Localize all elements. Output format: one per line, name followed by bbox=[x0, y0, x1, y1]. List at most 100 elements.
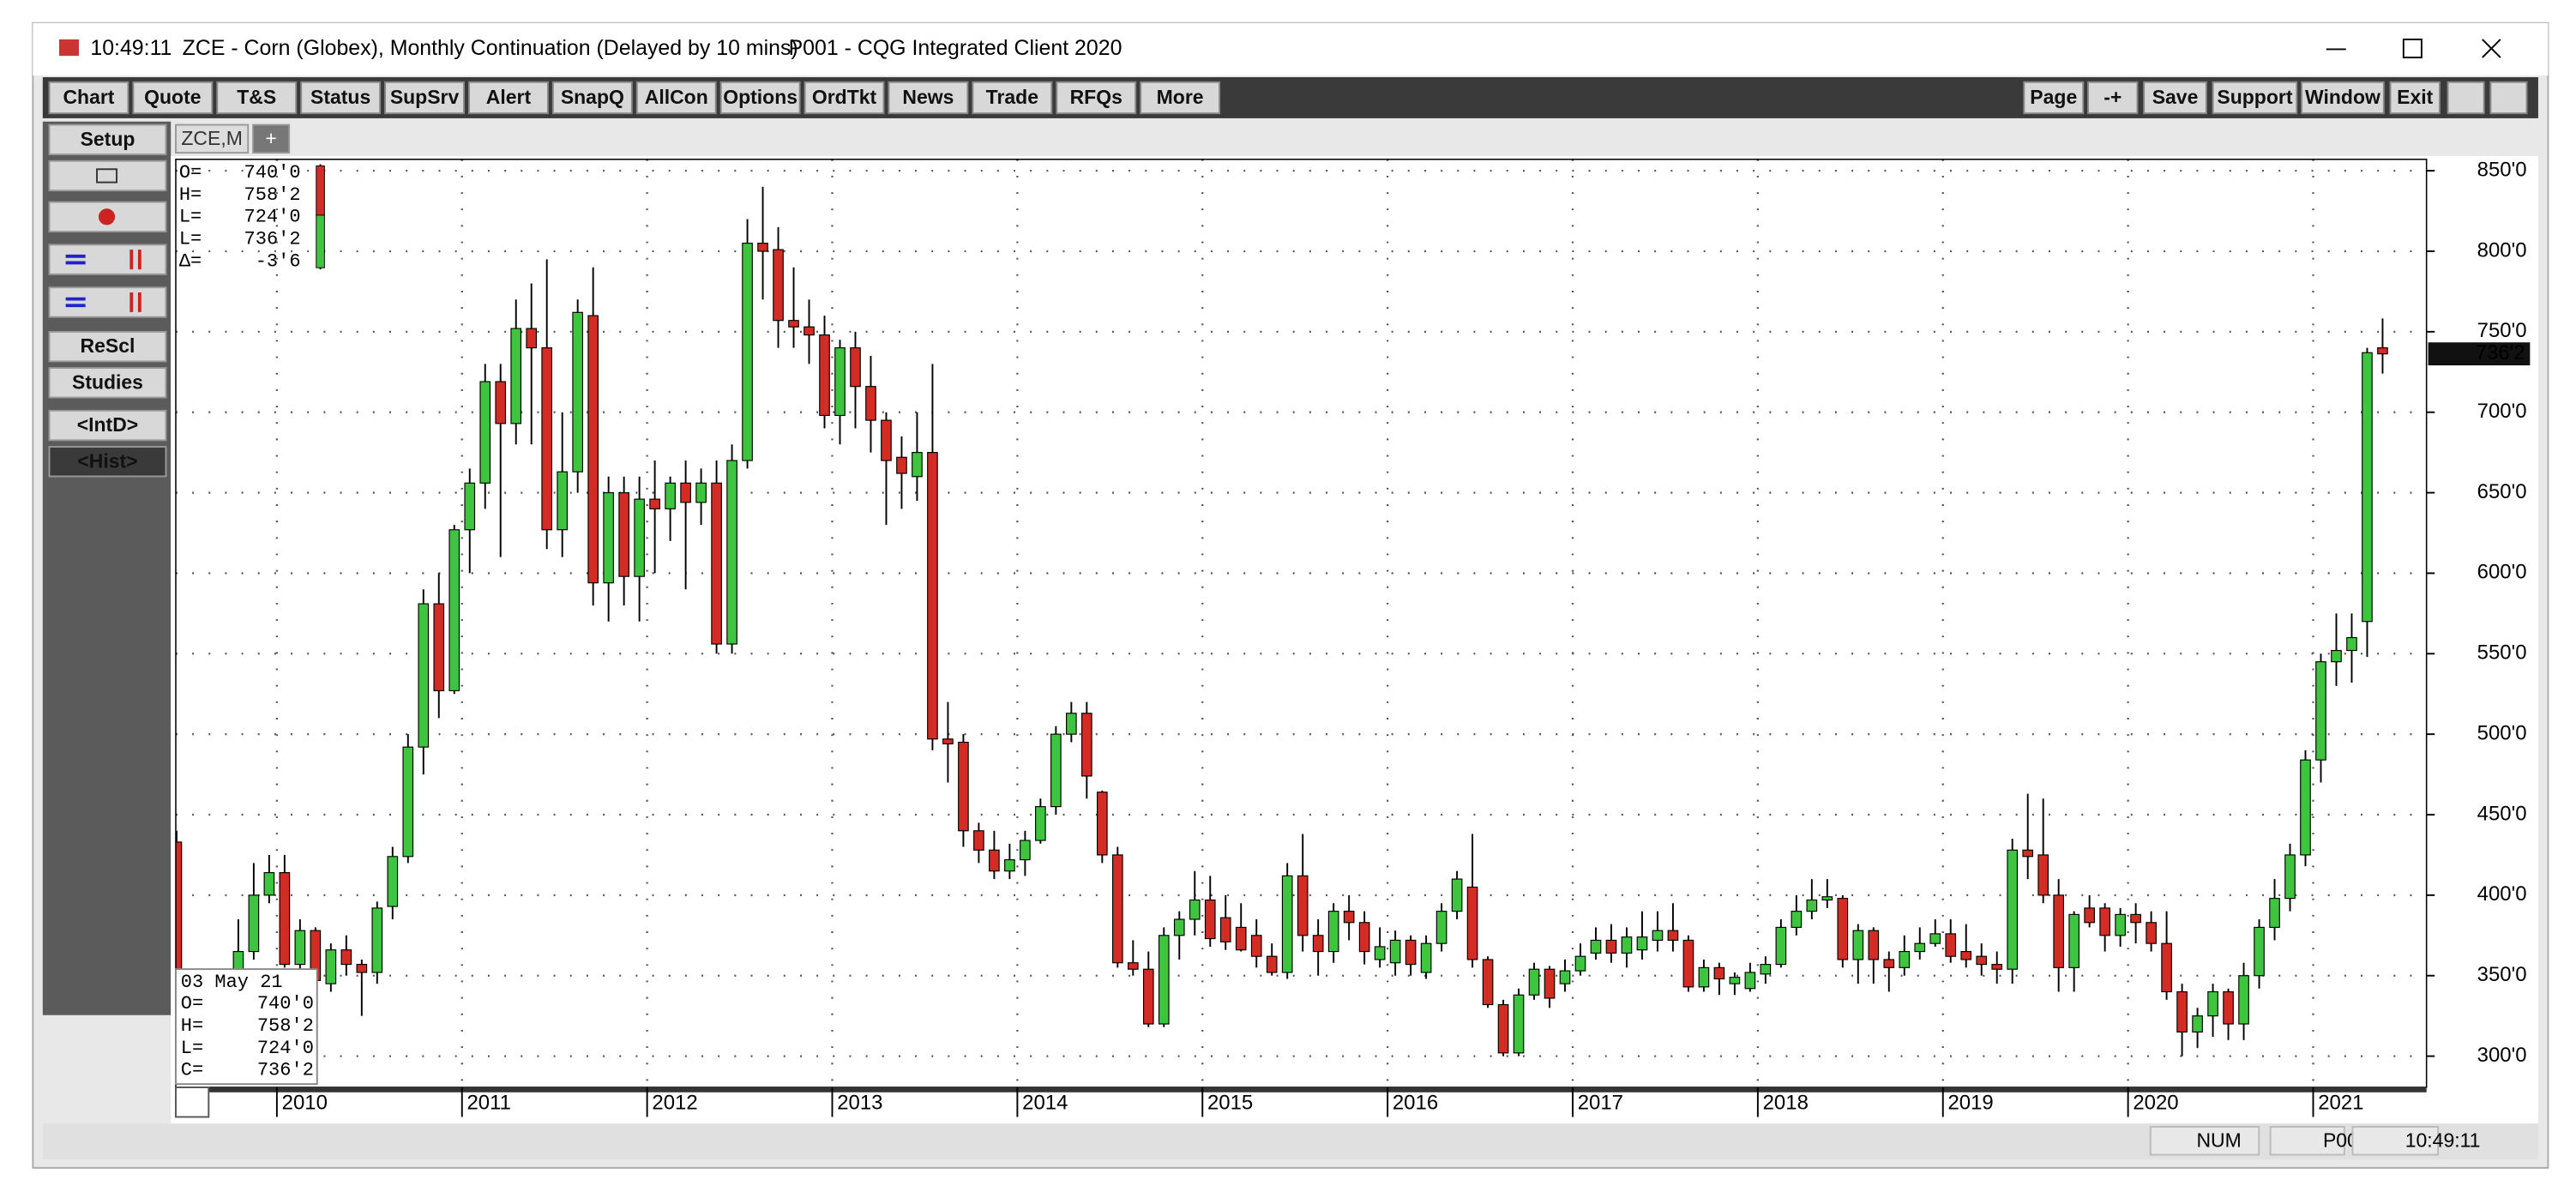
status-cell bbox=[2269, 1126, 2345, 1156]
y-tick-label: 650'0 bbox=[2477, 480, 2527, 503]
candle-body bbox=[634, 498, 645, 577]
candle-body bbox=[1960, 950, 1972, 960]
candle-body bbox=[850, 347, 861, 388]
status-cell bbox=[2149, 1126, 2260, 1156]
toolbar-button[interactable] bbox=[719, 81, 801, 115]
sidebar-button[interactable] bbox=[48, 409, 167, 442]
candle-body bbox=[665, 482, 676, 509]
toolbar-button[interactable] bbox=[468, 81, 549, 115]
y-tick-label: 600'0 bbox=[2477, 561, 2527, 584]
sidebar-button-label: <IntD> bbox=[77, 413, 138, 436]
toolbar-button-label: Support bbox=[2217, 86, 2292, 108]
y-tick-label: 400'0 bbox=[2477, 882, 2527, 906]
toolbar-button-label: Options bbox=[723, 86, 797, 108]
maximize[interactable] bbox=[2402, 39, 2423, 58]
candle-body bbox=[1466, 886, 1478, 960]
candle-body bbox=[958, 741, 969, 832]
sidebar-button[interactable] bbox=[48, 123, 167, 156]
candle-body bbox=[1158, 935, 1170, 1025]
candle-body bbox=[1235, 926, 1247, 951]
toolbar-button[interactable] bbox=[216, 81, 298, 115]
candle-body bbox=[680, 482, 691, 503]
toolbar-button[interactable] bbox=[2023, 81, 2085, 115]
title-session: P001 - CQG Integrated Client 2020 bbox=[789, 36, 1122, 60]
candle-body bbox=[649, 498, 660, 509]
toolbar-button[interactable] bbox=[1056, 81, 1137, 115]
toolbar-button[interactable] bbox=[48, 81, 129, 115]
candle-body bbox=[572, 311, 583, 473]
candle-body bbox=[587, 315, 599, 584]
candle-body bbox=[773, 249, 784, 322]
toolbar-button-label: Quote bbox=[144, 86, 201, 108]
toolbar-button[interactable] bbox=[300, 81, 382, 115]
toolbar-button[interactable] bbox=[2301, 81, 2385, 115]
candle-body bbox=[819, 334, 830, 417]
toolbar-button[interactable] bbox=[2087, 81, 2139, 115]
x-tick-label: 2011 bbox=[467, 1091, 511, 1114]
toolbar-button[interactable] bbox=[972, 81, 1053, 115]
sidebar-button[interactable] bbox=[48, 160, 167, 192]
info-value: 736'2 bbox=[244, 229, 301, 250]
arrow-icon bbox=[129, 250, 141, 270]
candle-body bbox=[541, 347, 553, 531]
sidebar-button-label: <Hist> bbox=[77, 449, 137, 472]
toolbar-button[interactable] bbox=[2143, 81, 2207, 115]
info-key: O= bbox=[179, 162, 202, 184]
toolbar-button-label: AllCon bbox=[645, 86, 708, 108]
x-axis-strip bbox=[175, 1087, 2427, 1093]
toolbar-icon[interactable] bbox=[2489, 81, 2528, 115]
x-tick-label: 2012 bbox=[652, 1091, 697, 1114]
candle-body bbox=[1729, 977, 1741, 984]
currency-icon bbox=[98, 208, 116, 226]
candle-body bbox=[788, 320, 799, 328]
candle-body bbox=[1096, 792, 1108, 856]
candle-body bbox=[1667, 930, 1679, 942]
candle-body bbox=[1868, 930, 1880, 960]
info-key: Δ= bbox=[179, 250, 202, 272]
candle-body bbox=[2346, 636, 2357, 652]
info-value: 740'0 bbox=[244, 162, 301, 184]
info-value: 724'0 bbox=[244, 207, 301, 228]
y-tick-label: 800'0 bbox=[2477, 238, 2527, 262]
toolbar-button[interactable] bbox=[384, 81, 465, 115]
sidebar-button-label: ReScl bbox=[81, 334, 135, 357]
cursor-value: 724'0 bbox=[257, 1038, 314, 1059]
chart-tab[interactable] bbox=[252, 123, 291, 154]
x-tick-label: 2020 bbox=[2133, 1091, 2178, 1114]
y-tick-label: 500'0 bbox=[2477, 721, 2527, 744]
toolbar-button[interactable] bbox=[635, 81, 717, 115]
toolbar-button[interactable] bbox=[2389, 81, 2441, 115]
close[interactable] bbox=[2482, 39, 2501, 58]
toolbar-icon[interactable] bbox=[2447, 81, 2485, 115]
candle-body bbox=[1050, 733, 1062, 808]
toolbar-button[interactable] bbox=[803, 81, 885, 115]
candle-body bbox=[1004, 858, 1015, 872]
candle-body bbox=[2315, 661, 2326, 761]
sidebar-button[interactable] bbox=[48, 286, 167, 318]
toolbar-button[interactable] bbox=[132, 81, 214, 115]
chart-tab[interactable] bbox=[175, 123, 250, 154]
toolbar-button-label: RFQs bbox=[1070, 86, 1122, 108]
toolbar-button[interactable] bbox=[1140, 81, 1221, 115]
cursor-key: H= bbox=[181, 1015, 203, 1037]
candle-body bbox=[1744, 972, 1756, 990]
candle-body bbox=[742, 243, 753, 461]
sidebar-button[interactable] bbox=[48, 244, 167, 275]
title-time: 10:49:11 bbox=[90, 36, 172, 60]
info-value: 758'2 bbox=[244, 184, 301, 206]
candle-body bbox=[2377, 347, 2388, 355]
toolbar-button[interactable] bbox=[888, 81, 969, 115]
toolbar-button[interactable] bbox=[551, 81, 633, 115]
toolbar-button[interactable] bbox=[2212, 81, 2298, 115]
candle-body bbox=[526, 328, 538, 349]
candle-body bbox=[834, 347, 846, 417]
candle-body bbox=[1636, 936, 1648, 951]
sidebar-button[interactable] bbox=[48, 367, 167, 399]
candle-body bbox=[942, 738, 954, 744]
sidebar-button[interactable] bbox=[48, 446, 167, 478]
sidebar-button[interactable] bbox=[48, 330, 167, 363]
candle-body bbox=[2176, 990, 2188, 1033]
candle-body bbox=[1327, 911, 1339, 953]
x-tick-label: 2018 bbox=[1763, 1091, 1809, 1114]
